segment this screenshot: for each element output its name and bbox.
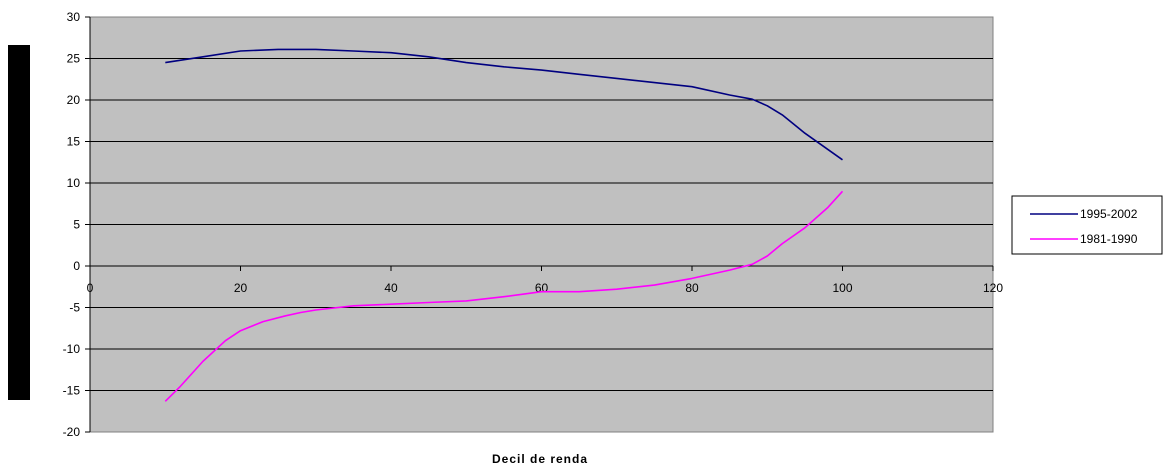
- series-line-1981-1990: [164, 190, 844, 402]
- x-tick-label: 40: [384, 281, 398, 295]
- x-tick-label: 0: [87, 281, 94, 295]
- series-lines: [164, 48, 844, 402]
- y-tick-label: 10: [67, 176, 81, 190]
- y-tick-label: -15: [63, 384, 81, 398]
- legend-box: [1011, 195, 1163, 255]
- x-tick-label: 100: [832, 281, 852, 295]
- x-tick-label: 20: [234, 281, 248, 295]
- y-tick-label: 20: [67, 93, 81, 107]
- y-tick-label: 0: [73, 259, 80, 273]
- y-tick-label: -10: [63, 342, 81, 356]
- x-tick-label: 120: [983, 281, 1003, 295]
- y-tick-label: 30: [67, 10, 81, 24]
- legend-label-1995-2002: 1995-2002: [1080, 207, 1138, 221]
- y-tick-label: -20: [63, 425, 81, 439]
- axes: [85, 16, 994, 433]
- y-tick-label: 5: [73, 218, 80, 232]
- x-axis-title: Decil de renda: [492, 452, 588, 466]
- legend: 1995-2002 1981-1990: [1011, 195, 1163, 255]
- legend-label-1981-1990: 1981-1990: [1080, 232, 1138, 246]
- series-line-1995-2002: [165, 48, 843, 161]
- grid-lines: [90, 58, 993, 391]
- y-tick-label: -5: [69, 301, 80, 315]
- x-tick-label: 80: [685, 281, 699, 295]
- y-axis-title: Taxa de crescimento da renda média até o…: [12, 142, 26, 397]
- y-tick-label: 25: [67, 52, 81, 66]
- y-axis-title-box: Taxa de crescimento da renda média até o…: [8, 45, 30, 400]
- y-tick-label: 15: [67, 135, 81, 149]
